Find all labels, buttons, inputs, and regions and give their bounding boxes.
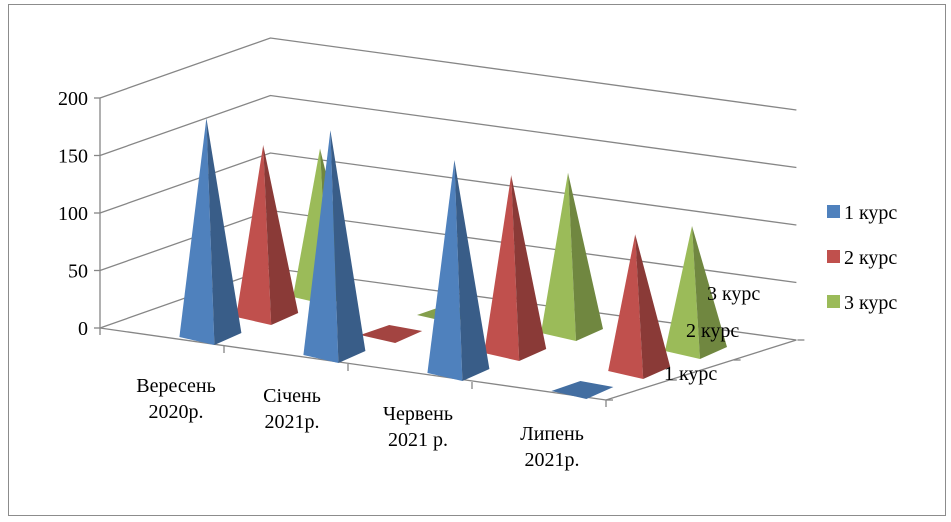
gridline [99, 37, 797, 111]
legend-label: 3 курс [844, 292, 897, 314]
depth-label: 2 курс [686, 320, 739, 342]
pyramid-face-left [236, 145, 272, 325]
pyramid-face-left [608, 234, 644, 379]
y-tick-label: 50 [68, 261, 88, 283]
y-tick-label: 150 [58, 146, 88, 168]
category-label-line: 2021р. [525, 449, 580, 471]
legend: 1 курс 2 курс 3 курс [827, 202, 897, 314]
category-label: Липень 2021р. [520, 423, 584, 471]
pyramid-face-left [665, 225, 700, 359]
pyramid-face-right [263, 145, 299, 325]
category-label-line: 2020р. [149, 401, 204, 423]
pyramid-0-2 [427, 159, 490, 381]
pyramid-face-right [330, 130, 366, 363]
pyramid-face-left [179, 118, 215, 345]
y-tick-label: 0 [78, 318, 88, 340]
pyramid-face-left [484, 175, 520, 361]
y-axis-ticks: 0 50 100 150 200 [58, 88, 100, 340]
depth-label: 1 курс [664, 363, 717, 385]
gridline [99, 152, 797, 226]
legend-swatch [827, 250, 840, 263]
gridline [99, 94, 797, 169]
category-labels: Вересень 2020р. Січень 2021р. Червень 2021 р.… [136, 375, 584, 471]
pyramid-0-1 [303, 130, 366, 363]
pyramid-2-2 [541, 172, 603, 341]
pyramid-face-right [568, 172, 603, 341]
legend-swatch [827, 205, 840, 218]
pyramid-1-2 [484, 175, 547, 361]
y-tick-label: 200 [58, 88, 88, 110]
category-label-line: Червень [383, 403, 453, 425]
pyramid-1-1 [360, 325, 423, 343]
category-label-line: 2021р. [265, 411, 320, 433]
pyramid-face-right [511, 175, 547, 361]
pyramid-face-right [692, 225, 727, 359]
pyramid-1-3 [608, 234, 671, 379]
pyramid-face-right [454, 159, 490, 381]
chart-frame [8, 4, 946, 516]
legend-label: 2 курс [844, 247, 897, 269]
pyramids [179, 118, 727, 399]
y-tick-label: 100 [58, 203, 88, 225]
depth-labels: 1 курс 2 курс 3 курс [664, 283, 760, 385]
legend-swatch [827, 295, 840, 308]
category-label: Вересень 2020р. [136, 375, 215, 423]
pyramid-0-3 [551, 381, 614, 399]
pyramid-face-right [635, 234, 671, 379]
pyramid-2-3 [665, 225, 727, 359]
legend-label: 1 курс [844, 202, 897, 224]
depth-label: 3 курс [707, 283, 760, 305]
pyramid-face-left [427, 159, 463, 381]
depth-axis-line [605, 339, 797, 401]
category-label-line: 2021 р. [388, 429, 448, 451]
category-label: Січень 2021р. [263, 385, 321, 433]
flat-base [360, 325, 423, 343]
pyramid-face-left [303, 130, 339, 363]
flat-base [551, 381, 614, 399]
pyramid-face-right [206, 118, 242, 345]
category-label-line: Січень [263, 385, 321, 407]
category-label: Червень 2021 р. [383, 403, 453, 451]
x-axis-line [99, 327, 607, 401]
pyramid-0-0 [179, 118, 242, 345]
category-label-line: Вересень [136, 375, 215, 397]
pyramid-face-left [541, 172, 576, 341]
pyramid-1-0 [236, 145, 299, 325]
category-label-line: Липень [520, 423, 584, 445]
